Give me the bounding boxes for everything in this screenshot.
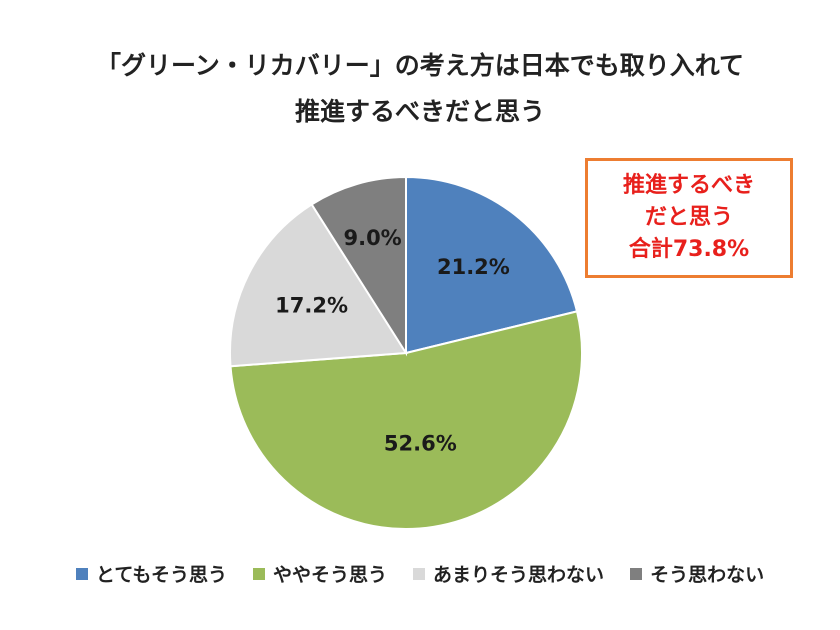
legend-label: あまりそう思わない [433,564,605,586]
annotation-line-3: 合計73.8% [628,237,750,262]
annotation-line-2: だと思う [644,205,733,230]
legend-label: そう思わない [650,564,765,586]
annotation-line-1: 推進するべき [622,173,755,198]
legend-swatch [253,567,266,580]
legend-swatch [75,567,88,580]
slice-label-somewhat-disagree: 17.2% [275,294,348,318]
chart-title-line-2: 推進するべきだと思う [294,97,545,126]
legend-item-strongly-agree: とてもそう思う [75,560,228,587]
slice-somewhat-disagree [229,203,408,368]
legend-label: ややそう思う [273,564,388,586]
slice-somewhat-agree [229,310,583,530]
slice-disagree [310,175,407,357]
legend-item-disagree: そう思わない [630,560,764,587]
total-annotation-box: 推進するべき だと思う 合計73.8% [585,158,793,278]
slice-strongly-agree [405,175,579,355]
slice-label-somewhat-agree: 52.6% [384,431,457,455]
slice-label-disagree: 9.0% [343,226,401,250]
legend-swatch [630,567,643,580]
slice-label-strongly-agree: 21.2% [437,255,510,279]
legend-item-somewhat-disagree: あまりそう思わない [413,560,604,587]
chart-title-line-1: 「グリーン・リカバリー」の考え方は日本でも取り入れて [95,51,744,80]
legend: とてもそう思う ややそう思う あまりそう思わない そう思わない [0,560,840,587]
legend-item-somewhat-agree: ややそう思う [253,560,387,587]
legend-label: とてもそう思う [95,564,228,586]
legend-swatch [413,567,426,580]
